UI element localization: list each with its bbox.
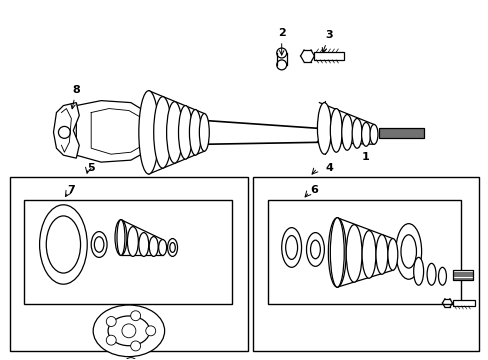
Circle shape [145, 326, 155, 336]
Ellipse shape [341, 114, 352, 150]
Ellipse shape [124, 357, 137, 360]
Circle shape [130, 311, 141, 321]
Ellipse shape [317, 103, 331, 154]
Text: 1: 1 [355, 141, 369, 162]
Text: 3: 3 [322, 30, 332, 52]
Ellipse shape [189, 109, 201, 155]
Bar [452, 270, 472, 280]
Polygon shape [53, 103, 79, 158]
Circle shape [130, 341, 141, 351]
Ellipse shape [375, 235, 387, 274]
Ellipse shape [361, 122, 370, 146]
Circle shape [106, 335, 116, 345]
Polygon shape [76, 100, 148, 162]
Ellipse shape [108, 316, 149, 346]
Ellipse shape [93, 305, 164, 357]
Ellipse shape [115, 220, 127, 255]
Ellipse shape [139, 91, 158, 174]
Ellipse shape [413, 257, 423, 285]
Bar [314, 52, 344, 60]
Ellipse shape [158, 239, 166, 255]
Ellipse shape [139, 233, 148, 256]
Ellipse shape [327, 218, 346, 287]
Ellipse shape [149, 237, 158, 256]
Ellipse shape [387, 239, 397, 270]
Bar [378, 129, 423, 138]
Ellipse shape [330, 218, 344, 287]
Ellipse shape [199, 113, 209, 151]
Text: 2: 2 [277, 28, 285, 55]
Text: 8: 8 [71, 85, 80, 109]
Ellipse shape [166, 102, 182, 163]
Ellipse shape [426, 264, 435, 285]
Text: 7: 7 [67, 185, 75, 195]
Ellipse shape [330, 109, 342, 152]
Ellipse shape [351, 118, 361, 148]
Ellipse shape [361, 231, 375, 278]
Bar [24, 200, 232, 304]
Ellipse shape [153, 96, 171, 168]
Circle shape [122, 324, 136, 338]
Ellipse shape [127, 227, 138, 256]
Ellipse shape [438, 267, 446, 285]
Bar [10, 177, 247, 351]
Ellipse shape [117, 220, 124, 255]
Text: 4: 4 [325, 163, 333, 173]
Bar [267, 200, 460, 304]
Bar [452, 300, 474, 306]
Ellipse shape [369, 125, 377, 144]
Circle shape [106, 316, 116, 327]
Text: 6: 6 [310, 185, 318, 195]
Ellipse shape [178, 105, 192, 159]
Bar [252, 177, 478, 351]
Ellipse shape [346, 225, 361, 282]
Text: 5: 5 [87, 163, 95, 173]
